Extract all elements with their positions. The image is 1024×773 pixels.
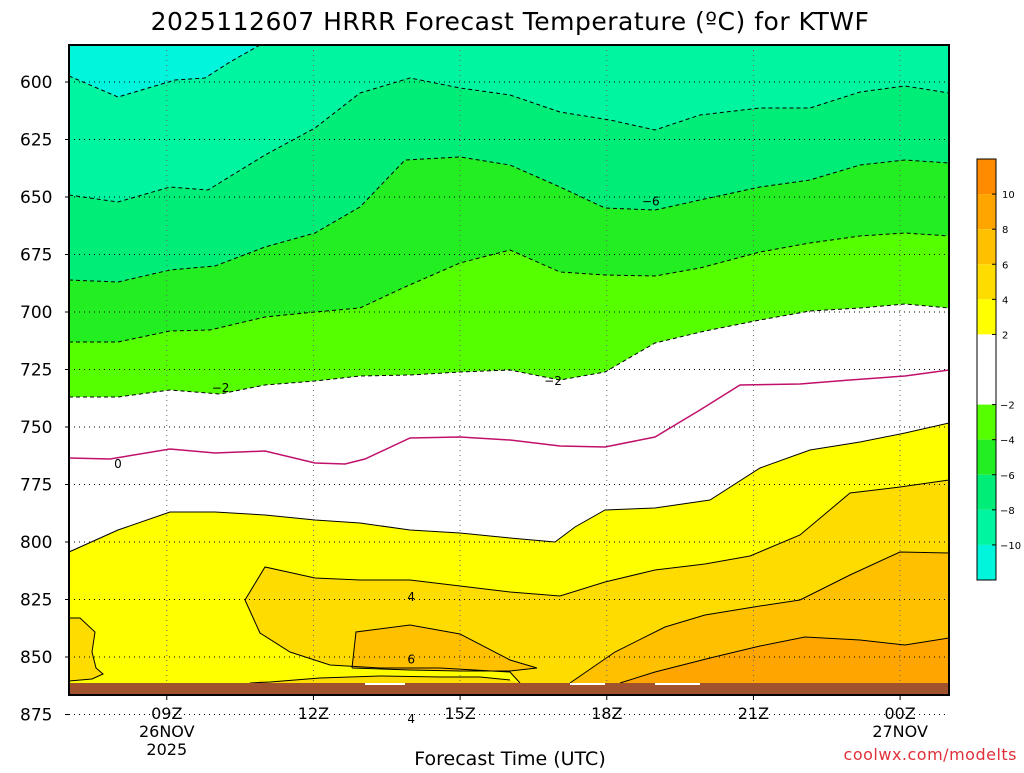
contour-4-bottom xyxy=(249,675,511,684)
colorbar-tick-label: −8 xyxy=(1000,506,1015,517)
x-tick-year-label: 2025 xyxy=(146,740,187,759)
grid-lines xyxy=(69,45,949,715)
colorbar-band xyxy=(977,404,996,440)
contour-minus-10 xyxy=(68,44,261,98)
x-tick-label: 18Z xyxy=(591,704,622,723)
colorbar-tick-label: −2 xyxy=(1000,401,1015,412)
contour-labels: −6 −2 −2 0 4 6 4 xyxy=(114,195,660,726)
contour-6 xyxy=(351,624,538,672)
colorbar-tick-label: −6 xyxy=(1000,471,1015,482)
y-tick-label: 775 xyxy=(20,476,52,496)
contour-4-upper xyxy=(244,479,950,601)
contours xyxy=(68,44,950,684)
colorbar-band xyxy=(977,229,996,265)
contour-minus-8 xyxy=(68,77,950,203)
y-tick-label: 750 xyxy=(20,418,52,438)
y-tick-label: 725 xyxy=(20,361,52,381)
contour-minus-4 xyxy=(69,232,950,343)
colorbar-tick-label: 8 xyxy=(1002,225,1008,236)
x-tick-date-label: 26NOV xyxy=(139,722,195,741)
y-tick-label: 850 xyxy=(20,648,52,668)
colorbar: 10 8 6 4 2 −2 −4 −6 −8 −10 xyxy=(976,158,1021,581)
contour-zero xyxy=(68,369,950,465)
contour-label: −2 xyxy=(544,374,562,388)
colorbar-band xyxy=(977,474,996,510)
colorbar-band xyxy=(977,439,996,475)
x-tick-label: 12Z xyxy=(298,704,329,723)
credit-link[interactable]: coolwx.com/modelts xyxy=(844,745,1017,764)
colorbar-tick-label: −4 xyxy=(1000,436,1015,447)
contour-label: −6 xyxy=(642,195,660,209)
contour-8 xyxy=(619,636,950,684)
x-tick-date-label: 27NOV xyxy=(872,722,928,741)
y-tick-label: 625 xyxy=(20,131,52,151)
colorbar-band xyxy=(977,334,996,405)
contour-minus-2 xyxy=(69,303,950,398)
colorbar-band xyxy=(977,194,996,230)
band-6-fill xyxy=(352,625,537,671)
colorbar-band xyxy=(977,544,996,580)
band-8-fill xyxy=(620,637,949,695)
colorbar-frame xyxy=(976,158,997,581)
chart-title: 2025112607 HRRR Forecast Temperature (ºC… xyxy=(151,7,870,36)
plot-area: −6 −2 −2 0 4 6 4 xyxy=(68,44,950,726)
contour-label: −2 xyxy=(212,381,230,395)
colorbar-tick-label: 6 xyxy=(1002,260,1008,271)
y-tick-label: 650 xyxy=(20,188,52,208)
y-tick-label: 825 xyxy=(20,591,52,611)
contour-minus-6 xyxy=(68,156,950,283)
colorbar-band xyxy=(977,299,996,335)
x-tick-label: 09Z xyxy=(151,704,182,723)
contour-label: 4 xyxy=(407,712,415,726)
ground-fill xyxy=(69,683,949,695)
colorbar-tick-label: 10 xyxy=(1002,190,1015,201)
colorbar-tick-label: 4 xyxy=(1002,295,1008,306)
colorbar-band xyxy=(977,159,996,195)
colorbar-band xyxy=(977,509,996,545)
y-tick-label: 600 xyxy=(20,73,52,93)
y-tick-label: 800 xyxy=(20,533,52,553)
x-tick-label: 00Z xyxy=(884,704,915,723)
colorbar-tick-label: 2 xyxy=(1002,330,1008,341)
y-tick-label: 700 xyxy=(20,303,52,323)
contour-4-left xyxy=(68,617,104,682)
x-tick-label: 21Z xyxy=(738,704,769,723)
y-tick-label: 675 xyxy=(20,246,52,266)
x-tick-label: 15Z xyxy=(444,704,475,723)
y-axis: 600 625 650 675 700 725 750 775 800 825 850 875 xyxy=(20,73,69,726)
contour-6-right xyxy=(569,551,950,684)
y-tick-label: 875 xyxy=(20,706,52,726)
contour-2 xyxy=(68,422,950,553)
contour-label: 4 xyxy=(407,590,415,604)
ground-gaps xyxy=(365,683,700,685)
colorbar-band xyxy=(977,264,996,300)
contour-label: 0 xyxy=(114,457,122,471)
colorbar-tick-label: −10 xyxy=(1000,541,1021,552)
contour-label: 6 xyxy=(407,652,415,666)
x-axis-label: Forecast Time (UTC) xyxy=(414,748,605,768)
